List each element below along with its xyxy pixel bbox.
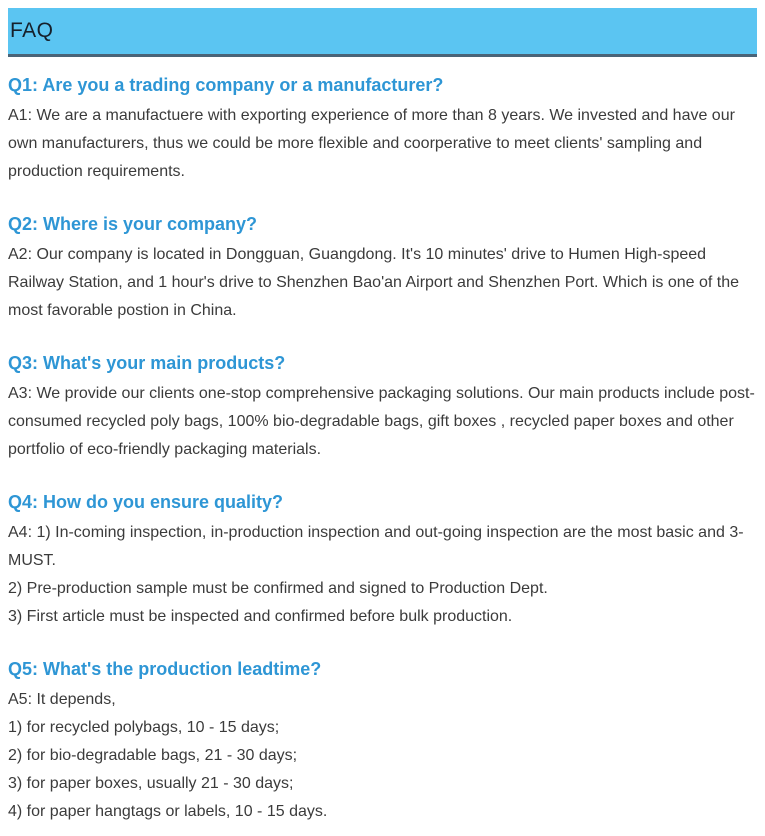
faq-answer-line: 2) Pre-production sample must be confirm… <box>8 580 548 597</box>
faq-answer-line: 2) for bio-degradable bags, 21 - 30 days… <box>8 747 298 764</box>
faq-item-q4: Q4: How do you ensure quality? A4: 1) In… <box>8 491 757 631</box>
faq-answer-line: 4) for paper hangtags or labels, 10 - 15… <box>8 803 328 820</box>
faq-question: Q3: What's your main products? <box>8 353 286 373</box>
faq-question: Q5: What's the production leadtime? <box>8 659 322 679</box>
faq-answer: A1: We are a manufactuere with exporting… <box>8 102 757 186</box>
faq-item-q5: Q5: What's the production leadtime? A5: … <box>8 658 757 826</box>
faq-answer-line: 1) for recycled polybags, 10 - 15 days; <box>8 719 280 736</box>
faq-question: Q4: How do you ensure quality? <box>8 492 284 512</box>
page-title: FAQ <box>10 19 54 42</box>
faq-answer-line: A4: 1) In-coming inspection, in-producti… <box>8 524 744 569</box>
faq-answer: A3: We provide our clients one-stop comp… <box>8 380 757 464</box>
faq-item-q3: Q3: What's your main products? A3: We pr… <box>8 352 757 464</box>
faq-question: Q1: Are you a trading company or a manuf… <box>8 75 444 95</box>
faq-answer: A5: It depends, 1) for recycled polybags… <box>8 686 757 826</box>
faq-answer: A2: Our company is located in Dongguan, … <box>8 241 757 325</box>
faq-answer-line: 3) for paper boxes, usually 21 - 30 days… <box>8 775 294 792</box>
faq-question: Q2: Where is your company? <box>8 214 258 234</box>
faq-item-q1: Q1: Are you a trading company or a manuf… <box>8 74 757 186</box>
faq-answer-line: 3) First article must be inspected and c… <box>8 608 513 625</box>
faq-answer-line: A1: We are a manufactuere with exporting… <box>8 107 735 180</box>
faq-answer: A4: 1) In-coming inspection, in-producti… <box>8 519 757 631</box>
faq-item-q2: Q2: Where is your company? A2: Our compa… <box>8 213 757 325</box>
faq-answer-line: A3: We provide our clients one-stop comp… <box>8 385 755 458</box>
faq-answer-line: A5: It depends, <box>8 691 116 708</box>
section-header-bar: FAQ <box>8 8 757 57</box>
faq-answer-line: A2: Our company is located in Dongguan, … <box>8 246 739 319</box>
